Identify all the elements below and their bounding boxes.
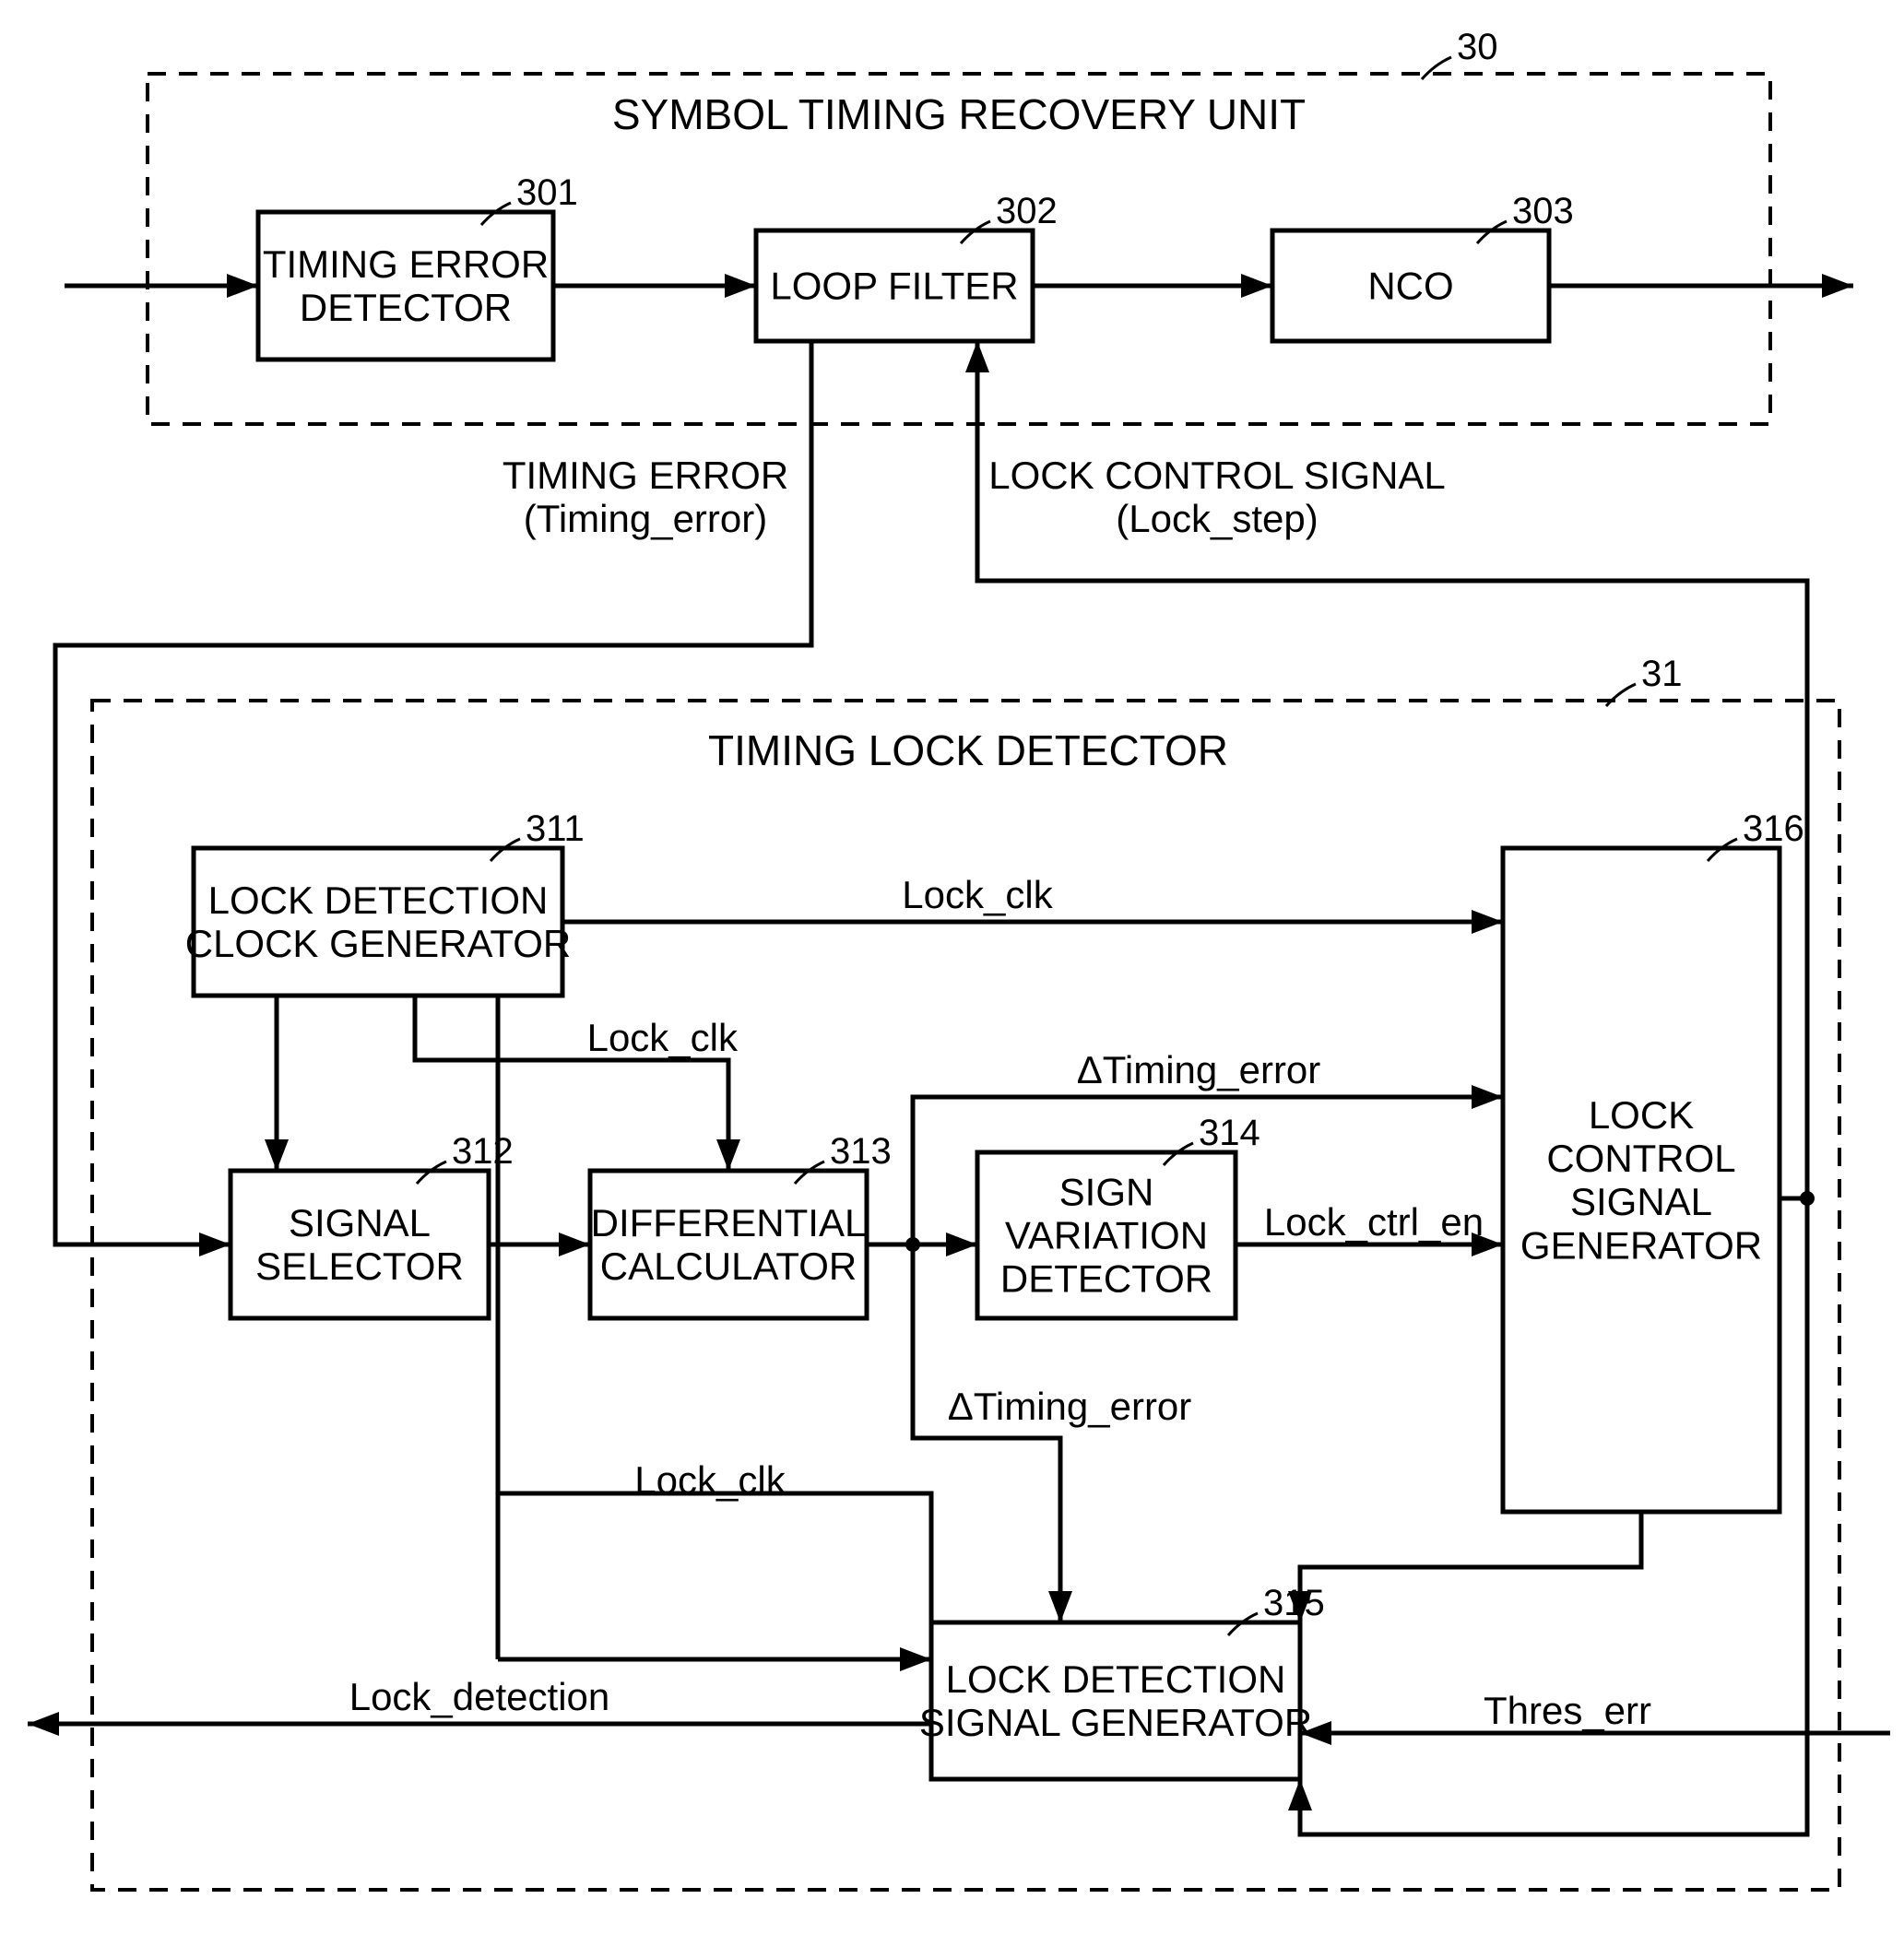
svg-text:(Lock_step): (Lock_step): [1116, 497, 1318, 540]
b312-label: SIGNALSELECTOR: [255, 1201, 464, 1288]
svg-text:SIGNAL GENERATOR: SIGNAL GENERATOR: [919, 1701, 1312, 1744]
arrowhead: [1472, 910, 1503, 934]
svg-text:Thres_err: Thres_err: [1484, 1689, 1651, 1732]
signal-label-1: LOCK CONTROL SIGNAL(Lock_step): [988, 454, 1446, 540]
signal-label-8: Thres_err: [1484, 1689, 1651, 1732]
arrowhead: [716, 1139, 740, 1171]
arrowhead: [946, 1232, 977, 1256]
b314-ref: 314: [1199, 1113, 1260, 1153]
arrowhead: [28, 1712, 59, 1736]
svg-text:NCO: NCO: [1367, 265, 1453, 308]
grp30-title: SYMBOL TIMING RECOVERY UNIT: [612, 90, 1306, 138]
svg-text:DIFFERENTIAL: DIFFERENTIAL: [591, 1201, 867, 1244]
signal-label-0: TIMING ERROR(Timing_error): [503, 454, 788, 540]
arrowhead: [227, 274, 258, 298]
b313-ref: 313: [830, 1131, 892, 1172]
wire: [913, 1244, 1060, 1622]
b312-ref: 312: [452, 1131, 514, 1172]
svg-text:ΔTiming_error: ΔTiming_error: [1077, 1048, 1321, 1091]
junction-dot: [1800, 1191, 1815, 1206]
b302-ref: 302: [996, 191, 1058, 231]
svg-text:Lock_clk: Lock_clk: [587, 1016, 739, 1059]
svg-text:Lock_ctrl_en: Lock_ctrl_en: [1264, 1200, 1484, 1244]
grp31-ref: 31: [1641, 654, 1683, 694]
arrowhead: [1241, 274, 1272, 298]
signal-label-3: Lock_clk: [587, 1016, 739, 1059]
grp31-title: TIMING LOCK DETECTOR: [708, 726, 1228, 774]
svg-text:SIGNAL: SIGNAL: [1570, 1180, 1712, 1223]
junction-dot: [905, 1237, 920, 1252]
svg-text:DETECTOR: DETECTOR: [300, 286, 512, 329]
arrowhead: [1288, 1779, 1312, 1810]
b316-ref: 316: [1743, 808, 1804, 849]
svg-text:LOCK DETECTION: LOCK DETECTION: [208, 879, 549, 922]
svg-text:DETECTOR: DETECTOR: [1000, 1257, 1212, 1301]
svg-text:LOCK: LOCK: [1589, 1093, 1694, 1137]
svg-text:LOCK CONTROL SIGNAL: LOCK CONTROL SIGNAL: [988, 454, 1446, 497]
signal-label-2: Lock_clk: [902, 873, 1053, 916]
b315-label: LOCK DETECTIONSIGNAL GENERATOR: [919, 1657, 1312, 1744]
svg-text:SELECTOR: SELECTOR: [255, 1244, 464, 1288]
signal-label-5: Lock_ctrl_en: [1264, 1200, 1484, 1244]
b301-ref: 301: [516, 172, 578, 213]
arrowhead: [559, 1232, 590, 1256]
svg-text:SIGNAL: SIGNAL: [289, 1201, 431, 1244]
b316-label: LOCKCONTROLSIGNALGENERATOR: [1520, 1093, 1762, 1267]
svg-text:SIGN: SIGN: [1059, 1171, 1154, 1214]
b303-label: NCO: [1367, 265, 1453, 308]
b311-ref: 311: [526, 808, 585, 849]
b301-label: TIMING ERRORDETECTOR: [263, 242, 549, 329]
svg-text:Lock_detection: Lock_detection: [349, 1675, 610, 1718]
svg-text:SYMBOL TIMING RECOVERY UNIT: SYMBOL TIMING RECOVERY UNIT: [612, 90, 1306, 138]
svg-text:TIMING ERROR: TIMING ERROR: [263, 242, 549, 286]
svg-text:CALCULATOR: CALCULATOR: [600, 1244, 857, 1288]
arrowhead: [1048, 1591, 1072, 1622]
arrowhead: [965, 341, 989, 372]
svg-text:TIMING ERROR: TIMING ERROR: [503, 454, 788, 497]
wire: [1300, 1512, 1641, 1622]
b303-ref: 303: [1512, 191, 1574, 231]
b313-label: DIFFERENTIALCALCULATOR: [591, 1201, 867, 1288]
svg-text:LOOP FILTER: LOOP FILTER: [770, 265, 1018, 308]
b311-label: LOCK DETECTIONCLOCK GENERATOR: [185, 879, 572, 965]
svg-text:Lock_clk: Lock_clk: [634, 1458, 786, 1502]
signal-label-4: ΔTiming_error: [1077, 1048, 1321, 1091]
svg-text:ΔTiming_error: ΔTiming_error: [948, 1385, 1192, 1428]
svg-text:Lock_clk: Lock_clk: [902, 873, 1053, 916]
wire: [498, 996, 931, 1659]
grp30-ref: 30: [1457, 27, 1498, 67]
svg-text:VARIATION: VARIATION: [1005, 1214, 1208, 1257]
svg-text:CLOCK GENERATOR: CLOCK GENERATOR: [185, 922, 572, 965]
grp31-ref-leader: [1606, 684, 1636, 706]
svg-text:LOCK DETECTION: LOCK DETECTION: [946, 1657, 1286, 1701]
svg-text:CONTROL: CONTROL: [1546, 1137, 1735, 1180]
b315-ref: 315: [1263, 1583, 1325, 1623]
arrowhead: [265, 1139, 289, 1171]
b302-label: LOOP FILTER: [770, 265, 1018, 308]
wire: [1300, 1198, 1807, 1834]
arrowhead: [725, 274, 756, 298]
signal-label-7: Lock_clk: [634, 1458, 786, 1502]
b314-label: SIGNVARIATIONDETECTOR: [1000, 1171, 1212, 1301]
grp30-ref-leader: [1422, 57, 1451, 79]
arrowhead: [900, 1647, 931, 1671]
signal-label-6: ΔTiming_error: [948, 1385, 1192, 1428]
arrowhead: [199, 1232, 231, 1256]
svg-text:GENERATOR: GENERATOR: [1520, 1223, 1762, 1267]
svg-text:(Timing_error): (Timing_error): [524, 497, 767, 540]
svg-text:TIMING LOCK DETECTOR: TIMING LOCK DETECTOR: [708, 726, 1228, 774]
arrowhead: [1472, 1085, 1503, 1109]
arrowhead: [1822, 274, 1853, 298]
signal-label-9: Lock_detection: [349, 1675, 610, 1718]
